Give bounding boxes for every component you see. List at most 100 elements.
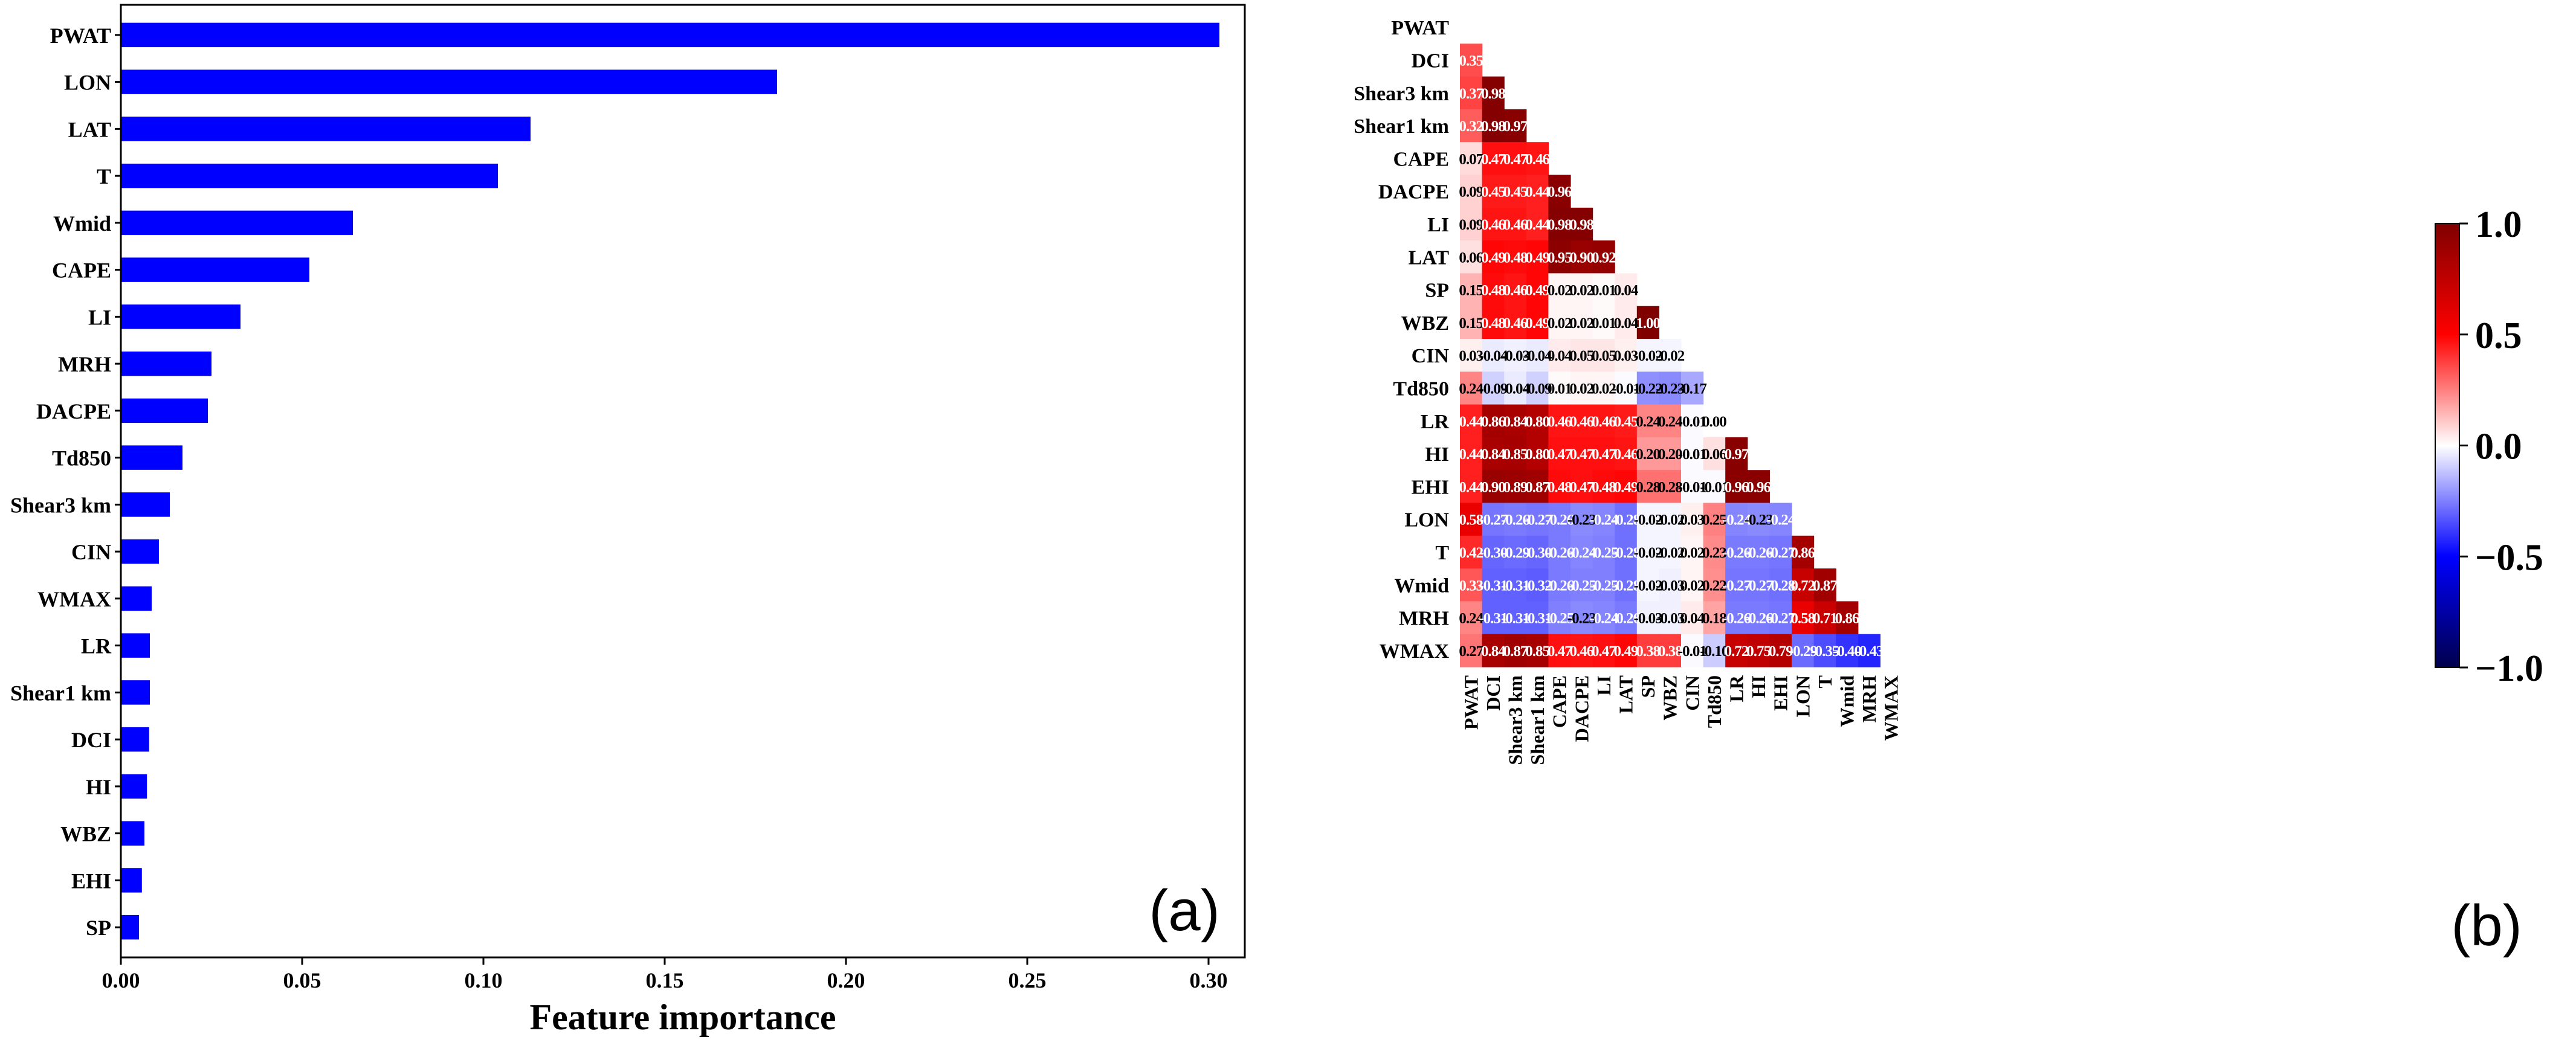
heatmap-cell xyxy=(1482,175,1505,208)
heatmap-cell xyxy=(1570,371,1593,405)
heatmap-cell xyxy=(1725,437,1748,471)
panel-label-b: (b) xyxy=(2451,893,2522,958)
heatmap-cell xyxy=(1548,371,1571,405)
heatmap-cell xyxy=(1836,601,1859,635)
heatmap-cell xyxy=(1460,404,1483,438)
cell-value: 0.44 xyxy=(1525,217,1550,233)
x-tick-label: 0.30 xyxy=(1190,968,1228,992)
heatmap-cell xyxy=(1548,306,1571,339)
heatmap-cell xyxy=(1570,404,1593,438)
column-label: CIN xyxy=(1681,675,1703,711)
heatmap-cell xyxy=(1592,306,1615,339)
cell-value: -0.29 xyxy=(1789,643,1818,660)
cell-value: 0.90 xyxy=(1481,479,1505,495)
column-label: LON xyxy=(1792,675,1813,717)
heatmap-cell xyxy=(1526,207,1549,241)
heatmap-cell xyxy=(1526,142,1549,176)
cell-value: 0.32 xyxy=(1459,118,1483,135)
cell-value: 0.98 xyxy=(1569,217,1593,233)
heatmap-cell xyxy=(1659,601,1682,635)
heatmap-cell xyxy=(1482,503,1505,536)
cell-value: 0.72 xyxy=(1725,643,1749,660)
row-label: LAT xyxy=(1409,246,1450,269)
heatmap-cell xyxy=(1747,535,1770,569)
column-label: EHI xyxy=(1770,675,1792,711)
heatmap-cell xyxy=(1460,371,1483,405)
heatmap-cell xyxy=(1769,634,1792,667)
cell-value: -0.25 xyxy=(1545,611,1574,627)
cell-value: 0.84 xyxy=(1503,414,1528,430)
heatmap-cell xyxy=(1725,601,1748,635)
cell-value: 0.46 xyxy=(1503,217,1528,233)
column-label: DCI xyxy=(1482,675,1504,711)
cell-value: 0.97 xyxy=(1725,446,1749,463)
heatmap-cell xyxy=(1526,175,1549,208)
heatmap-row-labels: PWAT DCI Shear3 km Shear1 km CAPE DACPE LI LAT S… xyxy=(1354,17,1449,663)
heatmap-cell xyxy=(1504,240,1527,274)
column-label: SP xyxy=(1637,675,1659,698)
cell-value: 0.85 xyxy=(1525,643,1549,660)
heatmap-cell xyxy=(1482,142,1505,176)
cell-value: 0.86 xyxy=(1790,545,1815,561)
row-label: EHI xyxy=(1412,476,1449,498)
column-label: LI xyxy=(1593,675,1615,696)
column-label: LAT xyxy=(1615,675,1637,713)
heatmap-column-labels: PWAT DCI Shear3 km Shear1 km CAPE DACPE LI LAT S… xyxy=(1460,675,1902,765)
heatmap-cell xyxy=(1482,273,1505,307)
cell-value: -0.23 xyxy=(1656,381,1685,397)
cell-value: -0.27 xyxy=(1722,577,1751,594)
cell-value: -0.24 xyxy=(1766,512,1796,529)
heatmap-cell xyxy=(1681,601,1704,635)
heatmap-cell xyxy=(1526,306,1549,339)
column-label: Wmid xyxy=(1836,675,1858,727)
heatmap-cell xyxy=(1592,437,1615,471)
heatmap-cell xyxy=(1526,503,1549,536)
column-label: Shear1 km xyxy=(1526,675,1548,765)
cell-value: 0.84 xyxy=(1481,643,1506,660)
y-tick-label: LAT xyxy=(68,117,111,141)
cell-value: -0.03 xyxy=(1501,348,1530,364)
heatmap-cell xyxy=(1482,339,1505,372)
y-tick-label: DACPE xyxy=(36,399,111,423)
heatmap-cell xyxy=(1526,535,1549,569)
heatmap-cell xyxy=(1548,535,1571,569)
heatmap-cell xyxy=(1548,470,1571,504)
cell-value: 0.49 xyxy=(1614,643,1638,660)
heatmap-cell xyxy=(1592,568,1615,602)
x-axis-label: Feature importance xyxy=(529,997,836,1037)
heatmap-cell xyxy=(1504,404,1527,438)
cell-value: -0.25 xyxy=(1567,577,1596,594)
y-tick-labels: PWAT LON LAT T Wmid CAPE LI MRH DACPE Td850 Shear3… xyxy=(10,24,121,940)
heatmap-cell xyxy=(1482,207,1505,241)
cell-value: 0.07 xyxy=(1459,151,1483,167)
cell-value: 0.84 xyxy=(1481,446,1506,463)
cell-value: -0.09 xyxy=(1479,381,1508,397)
y-tick-label: PWAT xyxy=(50,24,111,48)
cell-value: -0.26 xyxy=(1722,611,1751,627)
heatmap-cell xyxy=(1636,470,1659,504)
heatmap-cell xyxy=(1482,109,1505,143)
cell-value: 0.25 xyxy=(1702,512,1726,529)
cell-value: -0.03 xyxy=(1656,611,1685,627)
cell-value: 0.15 xyxy=(1459,315,1483,332)
cell-value: -0.24 xyxy=(1567,545,1597,561)
cell-value: -0.30 xyxy=(1523,545,1552,561)
row-label: WMAX xyxy=(1380,640,1450,663)
heatmap-cell xyxy=(1592,535,1615,569)
heatmap-cell xyxy=(1725,634,1748,667)
cell-value: 0.98 xyxy=(1481,86,1505,102)
heatmap-cell xyxy=(1636,568,1659,602)
heatmap-cell xyxy=(1504,568,1527,602)
heatmap-cell xyxy=(1460,142,1483,176)
heatmap-cell xyxy=(1659,470,1682,504)
cell-value: 0.24 xyxy=(1459,381,1483,397)
cell-value: 0.87 xyxy=(1503,643,1528,660)
colorbar: 1.0 0.5 0.0 −0.5 −1.0 xyxy=(2435,204,2543,689)
heatmap-cell xyxy=(1725,535,1748,569)
heatmap-cell xyxy=(1460,535,1483,569)
cell-value: 0.02 xyxy=(1569,283,1593,299)
column-label: T xyxy=(1814,675,1836,688)
heatmap-cell xyxy=(1570,437,1593,471)
heatmap-cell xyxy=(1548,240,1571,274)
